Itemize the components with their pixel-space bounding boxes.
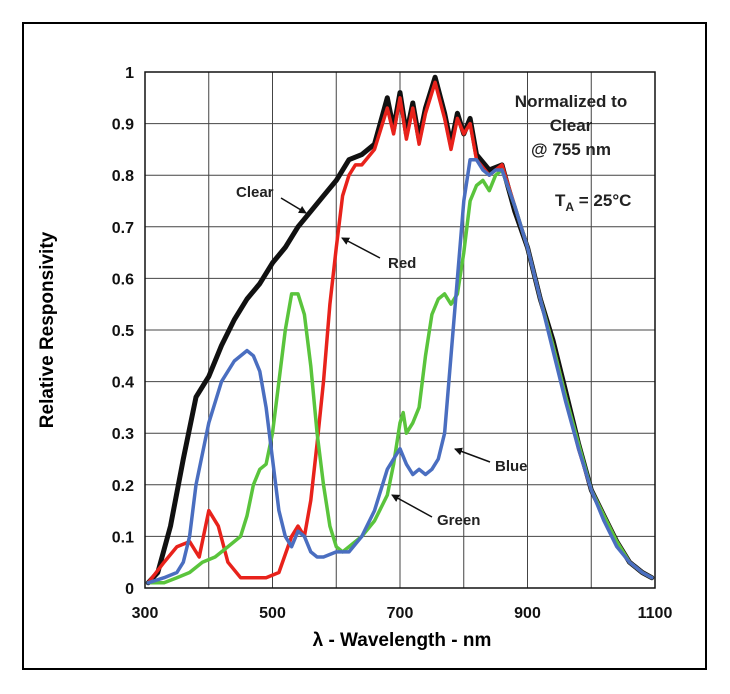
- annotation-clear: Clear: [236, 184, 307, 214]
- curves: [145, 74, 655, 586]
- x-tick-labels: 300 500 700 900 1100: [132, 605, 673, 622]
- figure-frame: [22, 22, 707, 670]
- y-tick-label: 0.6: [112, 271, 134, 288]
- y-tick-labels: 0 0.1 0.2 0.3 0.4 0.5 0.6 0.7 0.8 0.9 1: [112, 65, 134, 598]
- y-tick-label: 1: [125, 65, 134, 82]
- x-tick-label: 1100: [638, 605, 673, 622]
- annotation-red: Red: [341, 237, 416, 272]
- x-axis-title: λ - Wavelength - nm: [313, 630, 492, 651]
- y-tick-label: 0.2: [112, 478, 134, 495]
- y-axis-title: Relative Responsivity: [37, 231, 58, 428]
- x-tick-label: 900: [514, 605, 541, 622]
- label-green: Green: [437, 512, 480, 529]
- series-blue-line: [146, 157, 654, 585]
- note-line-2: Clear: [550, 116, 593, 135]
- annotation-blue: Blue: [454, 447, 528, 475]
- x-tick-label: 300: [132, 605, 159, 622]
- note-line-1: Normalized to: [515, 92, 627, 111]
- temp-prefix: T: [555, 191, 566, 210]
- y-tick-label: 0.3: [112, 426, 134, 443]
- arrow-green: [391, 494, 433, 518]
- arrow-red: [341, 237, 381, 259]
- y-tick-label: 0.9: [112, 117, 134, 134]
- label-red: Red: [388, 255, 416, 272]
- annotation-green: Green: [391, 494, 480, 529]
- arrow-clear: [280, 197, 307, 214]
- temperature-note: TA = 25°C: [555, 191, 631, 214]
- note-line-3: @ 755 nm: [531, 140, 611, 159]
- x-tick-label: 500: [259, 605, 286, 622]
- y-tick-label: 0: [125, 581, 134, 598]
- arrow-blue: [454, 447, 491, 463]
- plot-border: [144, 71, 656, 589]
- temp-subscript: A: [565, 200, 574, 214]
- y-tick-label: 0.4: [112, 375, 134, 392]
- x-tick-label: 700: [387, 605, 414, 622]
- temp-suffix: = 25°C: [574, 191, 631, 210]
- label-clear: Clear: [236, 184, 274, 201]
- label-blue: Blue: [495, 458, 528, 475]
- normalization-note: Normalized to Clear @ 755 nm: [515, 92, 627, 159]
- y-tick-label: 0.7: [112, 220, 134, 237]
- y-tick-label: 0.5: [112, 323, 134, 340]
- y-tick-label: 0.1: [112, 529, 134, 546]
- y-tick-label: 0.8: [112, 168, 134, 185]
